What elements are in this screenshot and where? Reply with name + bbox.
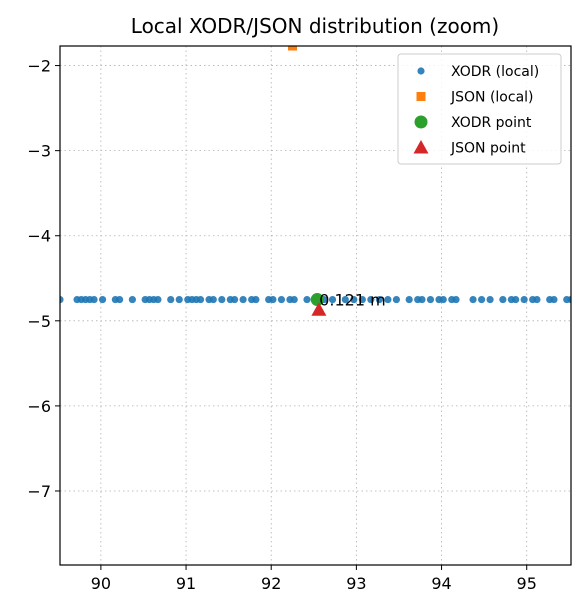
data-point: [288, 46, 298, 51]
data-point: [98, 295, 107, 304]
data-point: [310, 293, 324, 307]
data-point: [392, 295, 401, 304]
data-point: [252, 295, 260, 304]
data-point: [175, 295, 183, 304]
legend-label: JSON point: [450, 141, 526, 157]
data-point: [116, 295, 124, 304]
data-point: [328, 295, 337, 304]
y-tick-label: −7: [27, 482, 51, 501]
x-tick-label: 95: [517, 574, 537, 593]
data-point: [350, 295, 358, 304]
y-tick-label: −5: [27, 312, 51, 331]
series-2: [310, 293, 324, 307]
x-tick-label: 90: [91, 574, 111, 593]
data-point: [269, 295, 277, 304]
chart-title: Local XODR/JSON distribution (zoom): [131, 14, 499, 38]
distance-annotation: 0.121 m: [319, 291, 385, 310]
data-point: [209, 295, 217, 304]
data-point: [486, 295, 494, 304]
data-point: [567, 295, 571, 304]
data-point: [358, 295, 366, 304]
data-point: [469, 295, 477, 304]
data-point: [341, 295, 349, 304]
data-point: [405, 295, 413, 304]
data-point: [533, 295, 541, 304]
legend-entry: JSON (local): [416, 90, 534, 106]
legend-entry: XODR point: [414, 115, 532, 131]
legend-label: XODR point: [451, 115, 532, 131]
y-axis: −2 −3 −4 −5 −6 −7: [27, 57, 60, 501]
legend-entry: XODR (local): [417, 64, 539, 80]
data-point: [375, 295, 383, 304]
series-1: [288, 46, 298, 51]
x-tick-label: 94: [431, 574, 451, 593]
data-point: [439, 295, 447, 304]
data-point: [290, 295, 298, 304]
data-point: [239, 295, 247, 304]
legend-marker: [416, 92, 426, 101]
data-point: [418, 295, 426, 304]
data-point: [90, 295, 98, 304]
data-point: [426, 295, 435, 304]
legend-marker: [417, 67, 425, 75]
series-0: [60, 295, 571, 304]
data-point: [60, 295, 64, 304]
x-axis: 90 91 92 93 94 95: [91, 565, 537, 593]
data-point: [499, 295, 507, 304]
legend-entry: JSON point: [413, 140, 526, 157]
data-point: [367, 295, 375, 304]
x-tick-label: 91: [176, 574, 196, 593]
y-tick-label: −3: [27, 142, 51, 161]
data-point: [477, 295, 486, 304]
legend-label: JSON (local): [450, 90, 534, 106]
data-point: [277, 295, 286, 304]
legend-marker: [414, 115, 428, 129]
annotations: 0.121 m: [319, 291, 385, 310]
x-tick-label: 92: [261, 574, 281, 593]
y-tick-label: −2: [27, 57, 51, 76]
data-point: [311, 302, 327, 316]
legend-marker: [413, 140, 429, 154]
data-point: [196, 295, 205, 304]
data-point: [452, 295, 460, 304]
data-point: [550, 295, 558, 304]
data-point: [128, 295, 136, 304]
series-3: [311, 302, 327, 316]
data-point: [167, 295, 175, 304]
data-point: [520, 295, 528, 304]
data-marks: [60, 46, 571, 316]
plot-frame: [59, 45, 572, 566]
data-point: [384, 295, 392, 304]
legend: XODR (local) JSON (local) XODR point JSON p…: [397, 53, 562, 165]
x-tick-label: 93: [346, 574, 366, 593]
data-point: [512, 295, 520, 304]
y-tick-label: −4: [27, 227, 51, 246]
y-tick-label: −6: [27, 397, 51, 416]
legend-label: XODR (local): [451, 64, 539, 80]
data-point: [303, 295, 311, 304]
data-point: [218, 295, 226, 304]
data-point: [230, 295, 239, 304]
data-point: [154, 295, 162, 304]
legend-box: [397, 53, 562, 165]
